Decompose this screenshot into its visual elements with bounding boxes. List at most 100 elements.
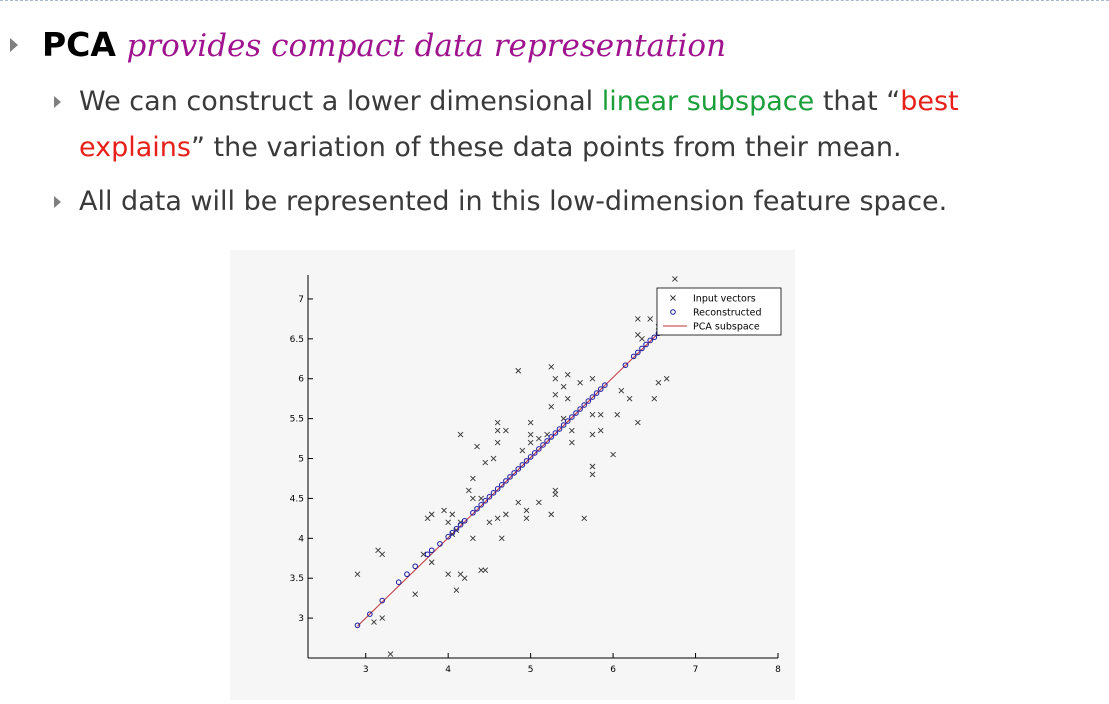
input-vector-point — [494, 439, 501, 446]
input-vector-point — [639, 336, 645, 342]
input-vector-point — [552, 487, 559, 494]
input-vector-point — [589, 375, 596, 382]
reconstructed-point — [404, 571, 410, 578]
x-tick-label: 6 — [610, 665, 616, 675]
bullet-arrow-icon — [54, 196, 61, 208]
reconstructed-point — [593, 390, 600, 396]
y-tick-label: 3 — [298, 614, 304, 624]
bullet-arrow-icon — [10, 38, 18, 52]
input-vector-point — [482, 567, 489, 574]
reconstructed-point — [602, 382, 608, 388]
input-vector-point — [428, 511, 435, 518]
y-tick-label: 7 — [298, 295, 304, 305]
input-vector-point — [581, 515, 588, 522]
y-tick-label: 5 — [298, 455, 304, 465]
reconstructed-point — [367, 611, 373, 617]
reconstructed-point — [482, 498, 489, 504]
input-vector-point — [379, 551, 386, 558]
reconstructed-point — [564, 418, 571, 424]
input-vector-point — [569, 439, 575, 446]
reconstructed-point — [453, 525, 460, 532]
input-vector-point — [486, 519, 493, 526]
bullet-arrow-icon — [54, 96, 61, 108]
input-vector-point — [536, 499, 542, 506]
legend-label: PCA subspace — [693, 322, 760, 333]
legend-label: Input vectors — [693, 294, 756, 305]
sub-bullet-2: All data will be represented in this low… — [79, 185, 947, 219]
reconstructed-point — [470, 509, 476, 516]
input-vector-point — [498, 535, 505, 542]
reconstructed-point — [445, 533, 451, 540]
reconstructed-point — [635, 349, 641, 356]
input-vector-point — [597, 427, 604, 434]
input-vector-point — [548, 363, 555, 370]
input-vector-point — [635, 316, 641, 322]
input-vector-point — [387, 651, 394, 657]
sub-bullet-1-line-1: We can construct a lower dimensional lin… — [79, 85, 959, 119]
input-vector-point — [412, 591, 419, 597]
input-vector-point — [379, 615, 386, 621]
input-vector-point — [564, 395, 571, 402]
input-vector-point — [449, 511, 456, 518]
input-vector-point — [527, 439, 534, 446]
reconstructed-point — [556, 426, 563, 432]
pca-subspace-line — [357, 328, 663, 627]
input-vector-point — [655, 379, 662, 386]
reconstructed-point — [573, 410, 579, 416]
input-vector-point — [564, 371, 571, 378]
reconstructed-point — [643, 341, 649, 348]
sub-bullet-1-text-a: We can construct a lower dimensional — [79, 86, 602, 117]
input-vector-point — [651, 395, 658, 402]
y-tick-label: 5.5 — [290, 415, 304, 425]
reconstructed-point — [379, 597, 386, 604]
reconstructed-point — [581, 402, 588, 408]
x-tick-label: 7 — [693, 665, 699, 675]
input-vector-point — [672, 276, 678, 282]
sub-bullet-1-text-b: that “ — [814, 86, 901, 117]
reconstructed-point — [622, 362, 629, 368]
reconstructed-point — [527, 454, 534, 460]
main-bullet-rest: provides compact data representation — [126, 28, 727, 64]
input-vector-point — [420, 551, 427, 558]
reconstructed-point — [437, 541, 443, 547]
y-tick-label: 4.5 — [290, 494, 304, 504]
reconstructed-point — [490, 490, 497, 496]
reconstructed-point — [577, 406, 583, 412]
input-vector-point — [569, 427, 575, 434]
input-vector-point — [548, 403, 555, 410]
sub-bullet-2-text: All data will be represented in this low… — [79, 186, 948, 217]
input-vector-point — [478, 567, 484, 574]
input-vector-point — [614, 411, 621, 418]
x-tick-label: 3 — [363, 665, 369, 675]
reconstructed-point — [478, 502, 484, 508]
explains-highlight: explains — [79, 132, 191, 163]
reconstructed-point — [511, 470, 517, 476]
reconstructed-point — [536, 446, 542, 452]
input-vector-point — [470, 535, 476, 542]
keyword-pca: PCA — [42, 25, 116, 64]
reconstructed-point — [552, 430, 559, 436]
reconstructed-point — [531, 450, 538, 456]
input-vector-point — [552, 375, 559, 382]
best-highlight: best — [900, 86, 959, 117]
input-vector-point — [552, 391, 559, 398]
x-tick-label: 8 — [775, 665, 781, 675]
input-vector-point — [503, 427, 509, 434]
input-vector-point — [597, 411, 604, 418]
sub-bullet-1-line-2: explains” the variation of these data po… — [79, 131, 902, 165]
input-vector-point — [635, 419, 641, 426]
input-vector-point — [589, 411, 596, 418]
input-vector-point — [470, 495, 476, 502]
y-tick-label: 4 — [298, 534, 304, 544]
input-vector-point — [494, 515, 501, 522]
input-vector-point — [626, 395, 633, 402]
input-vector-point — [354, 571, 361, 578]
input-vector-point — [610, 451, 616, 458]
reconstructed-point — [449, 529, 456, 536]
input-vector-point — [494, 419, 501, 426]
input-vector-point — [589, 471, 596, 478]
reconstructed-point — [424, 551, 431, 558]
pca-scatter-figure: 3 4 5 6 7 8 3 3.5 4 4.5 5 5.5 6 6.5 7 Input vectors Reco… — [230, 250, 795, 700]
reconstructed-point — [519, 462, 526, 468]
x-tick-label: 5 — [528, 665, 534, 675]
